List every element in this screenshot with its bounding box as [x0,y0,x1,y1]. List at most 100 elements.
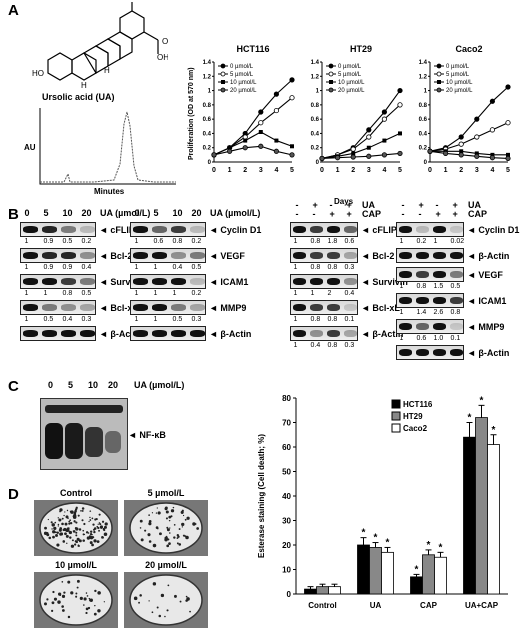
bar-legend-text-2: Caco2 [403,424,428,433]
colony-0-137 [53,527,56,530]
xtick-label-1-0: 0 [320,167,324,174]
blot-label-b3-4: ◄ β-Actin [361,329,404,339]
nfkb-band-10 [85,427,103,457]
legend-marker-2-0 [436,63,442,69]
series-line-1-3 [321,152,401,159]
cap-b4-3: + [452,209,458,219]
lane-b4-1-3 [450,252,463,259]
plate-1 [124,500,208,556]
lane-b3-0-2 [327,226,340,233]
bar-ytick-label-0: 0 [287,590,292,599]
colony-1-40 [159,532,162,536]
num-b2-2-0: 1 [134,290,139,297]
point-2-3-5 [505,155,511,162]
ytick-label-2-7: 1.4 [419,60,428,66]
nfkb-band-0 [45,423,63,459]
ytick-label-0-2: 0.4 [203,131,212,137]
colony-0-111 [59,508,63,512]
colony-1-52 [140,538,144,542]
band-b4-3 [396,293,464,308]
ursolic-acid-structure: OH O H H HO [32,2,168,90]
lane-b2-4-2 [171,330,186,337]
lane-b2-0-1 [152,226,167,233]
blot-label-b4-4: ◄ MMP9 [467,322,505,332]
ua-b3-1: + [312,200,318,210]
bar-cat-0: Control [308,601,336,610]
lane-b4-0-3 [450,226,463,233]
colony-2-36 [88,597,91,600]
blot-label-b4-0: ◄ Cyclin D1 [467,225,520,235]
colony-2-6 [76,586,79,589]
band-b2-4 [130,326,206,341]
colony-0-14 [102,536,104,539]
colony-2-30 [97,609,101,613]
colony-3-11 [160,593,165,598]
colony-0-124 [89,535,91,537]
band-b2-0 [130,222,206,237]
hplc-chromatogram: AU Minutes [24,108,176,196]
num-b1-2-1: 1 [43,290,48,297]
structure-o: O [162,37,168,46]
colony-1-19 [139,519,143,523]
ytick-label-1-1: 0.2 [311,146,320,152]
num-b4-4-2: 1.0 [433,335,444,342]
ytick-label-1-2: 0.4 [311,131,320,137]
plate-dish-3 [129,574,203,626]
num-b3-4-0: 1 [293,342,298,349]
bar-0-0 [304,588,317,595]
point-1-3-3 [366,153,372,159]
blot-label-b2-4: ◄ β-Actin [209,329,252,339]
ua-b4-3: + [452,200,458,210]
band-b1-3 [20,300,96,315]
structure-h2: H [104,66,110,75]
point-2-3-0 [427,148,433,154]
num-b1-1-0: 1 [24,264,29,271]
point-1-3-4 [381,152,387,158]
emsa-conc-3: 20 [108,380,119,390]
bar-legend-swatch-2 [391,423,401,433]
colony-0-133 [73,520,76,523]
lane-b4-3-2 [433,297,446,304]
plate-0 [34,500,118,556]
conc-b2-0: 0 [134,208,140,218]
band-b2-1 [130,248,206,263]
band-b3-4 [290,326,358,341]
lane-b4-4-0 [399,323,412,330]
num-b1-2-2: 0.8 [62,290,73,297]
point-0-1-5 [289,95,295,101]
colony-0-50 [82,529,85,532]
point-1-3-2 [350,154,356,160]
lane-b3-1-1 [310,252,323,259]
num-b4-3-0: 1 [399,309,404,316]
ua-b3-3: + [346,200,352,210]
num-b2-0-3: 0.2 [191,238,202,245]
ytick-label-0-1: 0.2 [203,146,212,152]
legend-text-2-3: 20 µmol/L [446,88,473,94]
num-b4-3-1: 1.4 [416,309,427,316]
bar-legend-text-0: HCT116 [403,400,433,409]
colony-0-95 [73,511,77,514]
colony-2-15 [86,595,89,597]
colony-0-88 [71,539,74,542]
lane-b2-4-3 [190,330,205,337]
unit-b2: UA (µmol/L) [210,208,261,218]
colony-0-28 [78,539,82,543]
ua-b4-1: + [418,200,424,210]
lane-b1-1-3 [80,252,95,259]
point-1-1-3 [366,134,372,140]
point-0-3-5 [289,152,295,158]
colony-0-103 [57,517,59,519]
lane-b3-2-3 [344,278,357,285]
colony-0-78 [83,522,86,526]
point-1-2-5 [398,131,402,136]
lane-b1-3-0 [23,304,38,311]
band-b1-0 [20,222,96,237]
colony-0-128 [58,528,62,532]
colony-1-28 [166,526,169,529]
structure-oh: OH [157,53,168,62]
lane-b1-4-3 [80,330,95,337]
colony-0-93 [62,540,66,543]
colony-1-29 [152,543,157,548]
point-0-2-4 [274,138,279,143]
ytick-label-0-3: 0.6 [203,117,212,123]
